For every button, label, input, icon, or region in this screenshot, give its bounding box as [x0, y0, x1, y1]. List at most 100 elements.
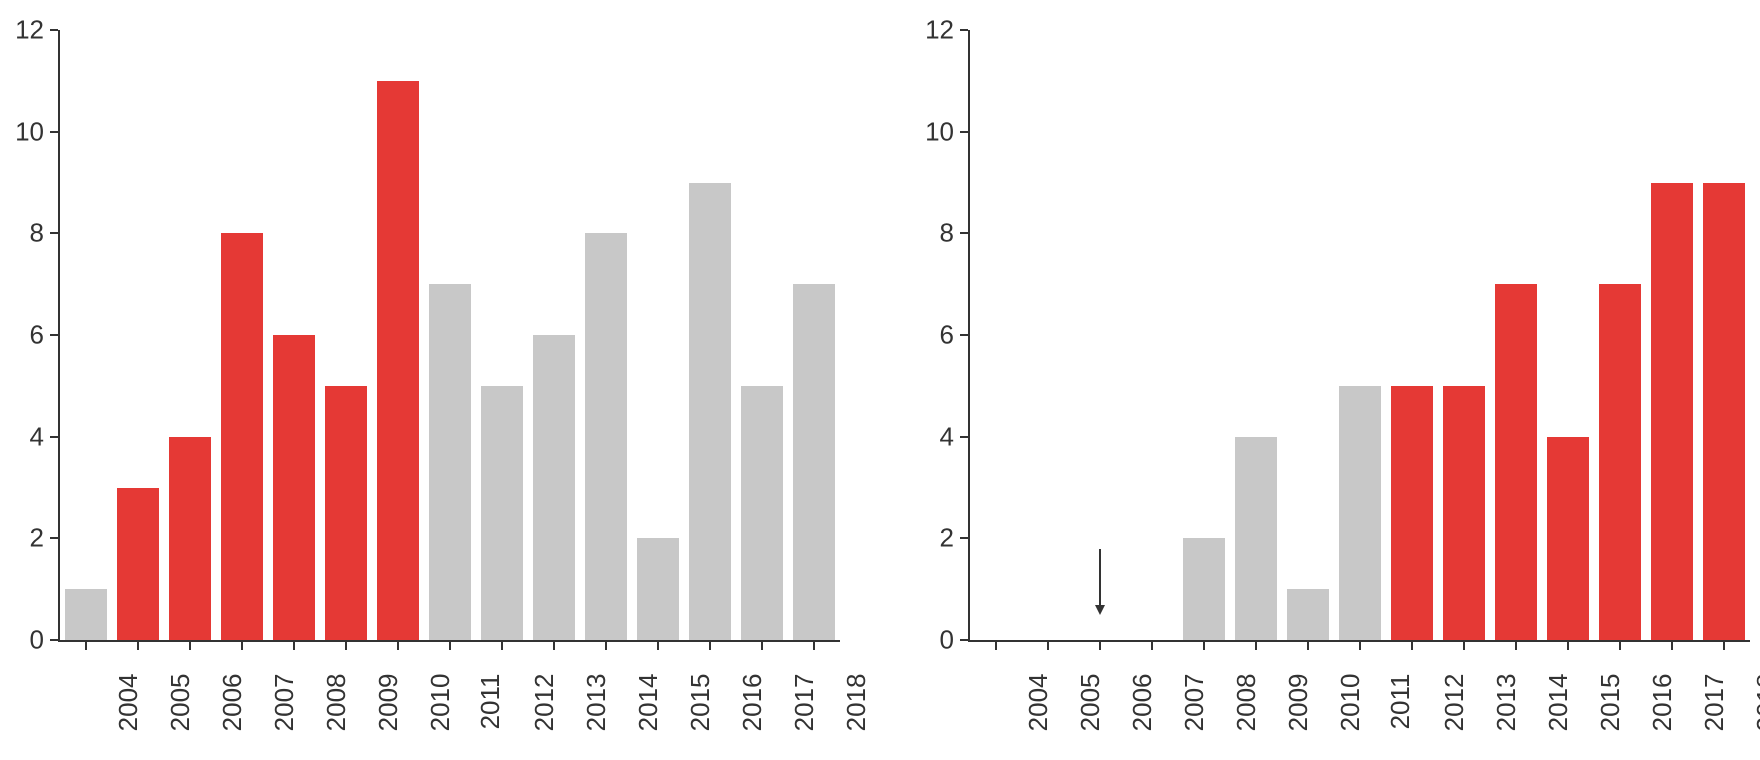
bar	[221, 233, 263, 640]
bar	[533, 335, 575, 640]
y-tick-mark	[960, 29, 968, 31]
y-tick-mark	[960, 131, 968, 133]
x-tick-mark	[1151, 642, 1153, 650]
y-tick-mark	[960, 537, 968, 539]
x-tick-label: 2014	[633, 674, 664, 732]
bar	[1547, 437, 1589, 640]
bar	[637, 538, 679, 640]
y-tick-label: 0	[0, 625, 44, 656]
x-tick-mark	[605, 642, 607, 650]
x-tick-mark	[345, 642, 347, 650]
y-tick-label: 2	[910, 523, 954, 554]
y-tick-mark	[50, 436, 58, 438]
x-tick-label: 2017	[789, 674, 820, 732]
bar	[793, 284, 835, 640]
y-axis-line	[58, 30, 60, 640]
y-tick-label: 4	[0, 421, 44, 452]
bar	[429, 284, 471, 640]
y-tick-mark	[50, 131, 58, 133]
y-tick-label: 6	[0, 320, 44, 351]
y-tick-mark	[50, 334, 58, 336]
bar	[325, 386, 367, 640]
bar	[65, 589, 107, 640]
x-tick-label: 2008	[321, 674, 352, 732]
x-tick-mark	[449, 642, 451, 650]
x-tick-label: 2005	[1075, 674, 1106, 732]
bar	[1235, 437, 1277, 640]
y-tick-mark	[50, 639, 58, 641]
x-tick-mark	[1411, 642, 1413, 650]
y-tick-mark	[960, 436, 968, 438]
x-tick-label: 2009	[373, 674, 404, 732]
x-tick-mark	[1671, 642, 1673, 650]
y-tick-label: 10	[0, 116, 44, 147]
x-tick-label: 2004	[1023, 674, 1054, 732]
x-tick-mark	[1359, 642, 1361, 650]
y-tick-mark	[960, 334, 968, 336]
x-tick-label: 2005	[165, 674, 196, 732]
x-tick-mark	[1619, 642, 1621, 650]
y-tick-mark	[50, 537, 58, 539]
x-tick-mark	[709, 642, 711, 650]
x-tick-mark	[761, 642, 763, 650]
x-tick-mark	[137, 642, 139, 650]
bar	[1443, 386, 1485, 640]
chart-stage: 0246810122004200520062007200820092010201…	[0, 0, 1760, 760]
x-tick-label: 2017	[1699, 674, 1730, 732]
x-tick-mark	[1515, 642, 1517, 650]
y-tick-mark	[50, 29, 58, 31]
x-tick-label: 2010	[1335, 674, 1366, 732]
bar	[377, 81, 419, 640]
y-tick-mark	[960, 232, 968, 234]
x-tick-label: 2011	[475, 674, 506, 730]
bar	[1339, 386, 1381, 640]
bar	[689, 183, 731, 641]
x-tick-mark	[241, 642, 243, 650]
y-tick-label: 6	[910, 320, 954, 351]
x-tick-label: 2007	[1179, 674, 1210, 732]
y-tick-label: 8	[0, 218, 44, 249]
x-tick-label: 2006	[1127, 674, 1158, 732]
bar	[1183, 538, 1225, 640]
y-tick-mark	[50, 232, 58, 234]
bar	[481, 386, 523, 640]
y-tick-label: 12	[0, 15, 44, 46]
x-tick-mark	[501, 642, 503, 650]
y-tick-label: 8	[910, 218, 954, 249]
bar	[741, 386, 783, 640]
x-tick-label: 2009	[1283, 674, 1314, 732]
bar	[1287, 589, 1329, 640]
x-tick-mark	[85, 642, 87, 650]
x-tick-mark	[1567, 642, 1569, 650]
x-tick-mark	[1099, 642, 1101, 650]
bar	[1651, 183, 1693, 641]
x-tick-label: 2015	[685, 674, 716, 732]
x-tick-label: 2018	[1751, 674, 1760, 732]
x-tick-label: 2016	[1647, 674, 1678, 732]
x-tick-mark	[553, 642, 555, 650]
bar	[1703, 183, 1745, 641]
x-tick-label: 2015	[1595, 674, 1626, 732]
x-tick-label: 2004	[113, 674, 144, 732]
x-tick-mark	[1723, 642, 1725, 650]
bar	[1495, 284, 1537, 640]
x-tick-mark	[189, 642, 191, 650]
x-tick-label: 2011	[1385, 674, 1416, 730]
x-tick-mark	[1307, 642, 1309, 650]
bar	[585, 233, 627, 640]
x-tick-label: 2016	[737, 674, 768, 732]
x-tick-mark	[397, 642, 399, 650]
x-tick-mark	[995, 642, 997, 650]
y-tick-label: 2	[0, 523, 44, 554]
y-tick-label: 0	[910, 625, 954, 656]
bar	[169, 437, 211, 640]
y-tick-label: 10	[910, 116, 954, 147]
x-tick-label: 2014	[1543, 674, 1574, 732]
x-tick-label: 2010	[425, 674, 456, 732]
x-tick-mark	[1255, 642, 1257, 650]
x-tick-mark	[1463, 642, 1465, 650]
x-tick-label: 2007	[269, 674, 300, 732]
bar	[117, 488, 159, 641]
x-tick-label: 2012	[529, 674, 560, 732]
x-tick-label: 2008	[1231, 674, 1262, 732]
